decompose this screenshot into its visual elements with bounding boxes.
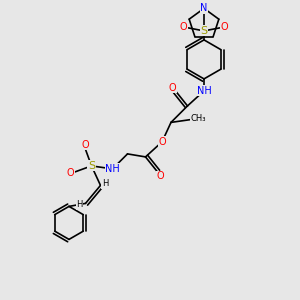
Text: O: O [82, 140, 89, 150]
Text: S: S [200, 26, 208, 36]
Text: NH: NH [105, 164, 120, 174]
Text: N: N [200, 3, 208, 14]
Text: NH: NH [196, 86, 211, 96]
Text: O: O [157, 171, 164, 182]
Text: O: O [158, 137, 166, 147]
Text: CH₃: CH₃ [190, 114, 206, 123]
Text: H: H [76, 200, 83, 209]
Text: O: O [67, 168, 74, 178]
Text: H: H [102, 179, 108, 188]
Text: O: O [169, 83, 176, 93]
Text: S: S [88, 161, 95, 171]
Text: O: O [220, 22, 228, 32]
Text: O: O [180, 22, 188, 32]
